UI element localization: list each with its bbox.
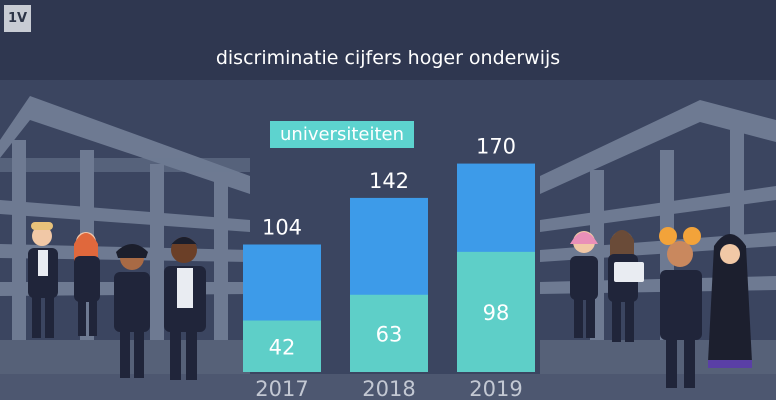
people-left-illustration bbox=[28, 222, 206, 380]
legend-universiteiten: universiteiten bbox=[270, 121, 414, 148]
people-right-illustration bbox=[570, 227, 752, 388]
x-tick-label-2017: 2017 bbox=[255, 377, 308, 400]
data-label-universiteiten-2019: 98 bbox=[483, 301, 510, 325]
data-label-universiteiten-2018: 63 bbox=[376, 322, 403, 346]
bar-universiteiten-2018 bbox=[350, 294, 428, 372]
bar-chart: 104 42 2017 142 63 2018 170 98 2019 bbox=[243, 135, 535, 400]
bar-universiteiten-2017 bbox=[243, 320, 321, 372]
ground-strip bbox=[0, 374, 776, 400]
x-tick-label-2019: 2019 bbox=[469, 377, 522, 400]
data-label-total-2017: 104 bbox=[262, 215, 302, 239]
bar-universiteiten-2019 bbox=[457, 251, 535, 372]
chart-title: discriminatie cijfers hoger onderwijs bbox=[215, 47, 561, 69]
data-label-total-2019: 170 bbox=[476, 135, 516, 159]
x-tick-label-2018: 2018 bbox=[362, 377, 415, 400]
data-label-universiteiten-2017: 42 bbox=[269, 335, 296, 359]
channel-logo: 1V bbox=[4, 5, 31, 32]
legend-label: universiteiten bbox=[280, 124, 404, 145]
header-band bbox=[0, 0, 776, 80]
logo-text: 1V bbox=[7, 11, 28, 26]
data-label-total-2018: 142 bbox=[369, 169, 409, 193]
